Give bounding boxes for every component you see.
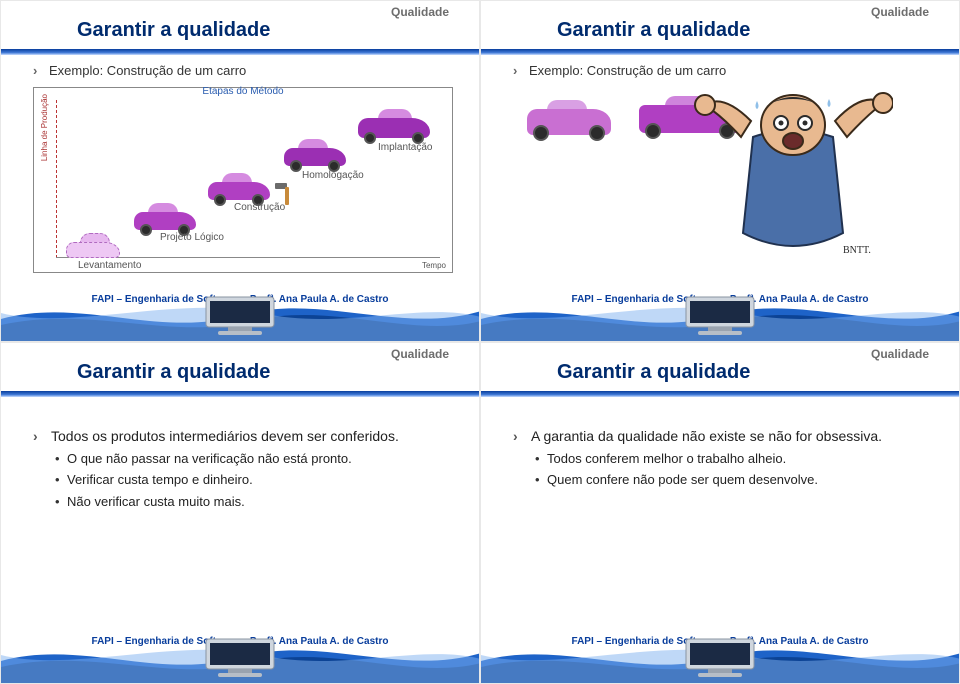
step-implant: Implantação	[378, 142, 432, 153]
slide-3: Qualidade Garantir a qualidade Todos os …	[0, 342, 480, 684]
footer-monitor-icon	[650, 635, 790, 681]
slide-content: Todos os produtos intermediários devem s…	[33, 405, 459, 619]
slide-footer: FAPI – Engenharia de Software – Profª. A…	[1, 285, 479, 341]
title-rule	[481, 49, 959, 55]
slide-header: Qualidade Garantir a qualidade	[481, 343, 959, 399]
bullet-sub: Todos conferem melhor o trabalho alheio.	[513, 450, 939, 468]
slide-footer: FAPI – Engenharia de Software – Profª. A…	[481, 627, 959, 683]
title-rule	[1, 49, 479, 55]
bullet-sub: Quem confere não pode ser quem desenvolv…	[513, 471, 939, 489]
example-text: Exemplo: Construção de um carro	[33, 63, 459, 78]
bullet-sub: Verificar custa tempo e dinheiro.	[33, 471, 459, 489]
panicking-person-illustration: BNTT.	[693, 83, 893, 263]
footer-monitor-icon	[650, 293, 790, 339]
section-tag: Qualidade	[391, 347, 449, 361]
slide-header: Qualidade Garantir a qualidade	[1, 343, 479, 399]
car-logic	[130, 200, 200, 234]
car-before	[523, 97, 615, 139]
slide-title: Garantir a qualidade	[557, 361, 750, 384]
step-construcao: Construção	[234, 202, 285, 213]
slide-title: Garantir a qualidade	[77, 361, 270, 384]
slide-header: Qualidade Garantir a qualidade	[1, 1, 479, 57]
slide-footer: FAPI – Engenharia de Software – Profª. A…	[1, 627, 479, 683]
car-sketch	[62, 230, 124, 262]
slide-title: Garantir a qualidade	[77, 19, 270, 42]
footer-monitor-icon	[170, 635, 310, 681]
slide-2: Qualidade Garantir a qualidade Exemplo: …	[480, 0, 960, 342]
section-tag: Qualidade	[871, 5, 929, 19]
title-rule	[1, 391, 479, 397]
step-projeto: Projeto Lógico	[160, 232, 224, 243]
slide-content: Exemplo: Construção de um carro Etapas d…	[33, 63, 459, 277]
title-rule	[481, 391, 959, 397]
slide-title: Garantir a qualidade	[557, 19, 750, 42]
chart-y-axis: Linha de Produção	[40, 94, 49, 161]
slide-header: Qualidade Garantir a qualidade	[481, 1, 959, 57]
chart-title: Etapas do Método	[202, 86, 283, 97]
method-stages-chart: Etapas do Método Linha de Produção Tempo…	[33, 87, 453, 273]
car-build	[204, 170, 274, 204]
slide-footer: FAPI – Engenharia de Software – Profª. A…	[481, 285, 959, 341]
dashed-axis	[56, 100, 57, 258]
bullet-sub: O que não passar na verificação não está…	[33, 450, 459, 468]
step-homolog: Homologação	[302, 170, 364, 181]
chart-x-axis: Tempo	[422, 261, 446, 270]
slide-content: Exemplo: Construção de um carro	[513, 63, 939, 277]
car-homolog	[280, 136, 350, 170]
svg-text:BNTT.: BNTT.	[843, 245, 871, 256]
step-levantamento: Levantamento	[78, 260, 141, 271]
slide-1: Qualidade Garantir a qualidade Exemplo: …	[0, 0, 480, 342]
bullet-main: Todos os produtos intermediários devem s…	[33, 427, 459, 446]
car-implant	[354, 106, 434, 142]
example-text: Exemplo: Construção de um carro	[513, 63, 939, 78]
slide-content: A garantia da qualidade não existe se nã…	[513, 405, 939, 619]
footer-monitor-icon	[170, 293, 310, 339]
bullet-main: A garantia da qualidade não existe se nã…	[513, 427, 939, 446]
slide-4: Qualidade Garantir a qualidade A garanti…	[480, 342, 960, 684]
bullet-sub: Não verificar custa muito mais.	[33, 493, 459, 511]
section-tag: Qualidade	[391, 5, 449, 19]
section-tag: Qualidade	[871, 347, 929, 361]
